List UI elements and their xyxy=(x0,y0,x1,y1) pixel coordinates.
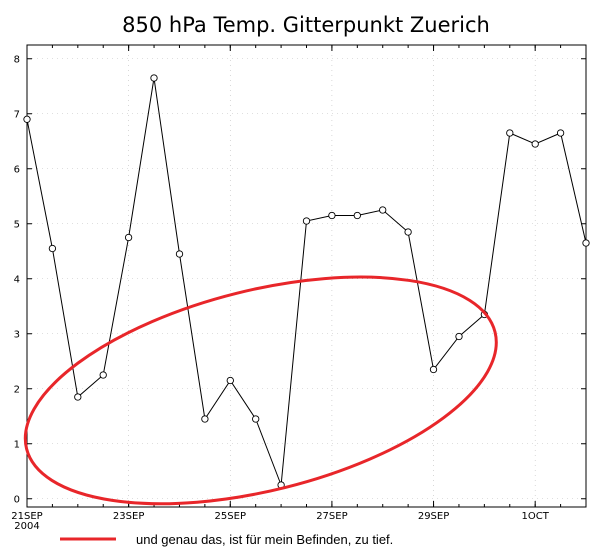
chart-title: 850 hPa Temp. Gitterpunkt Zuerich xyxy=(122,13,490,37)
data-point xyxy=(429,365,438,374)
data-point xyxy=(74,393,82,401)
x-tick-sublabel: 2004 xyxy=(14,521,39,532)
x-tick-label: 23SEP xyxy=(113,511,144,522)
data-point xyxy=(582,239,590,247)
data-point xyxy=(506,129,514,137)
data-point xyxy=(226,376,234,385)
legend: und genau das, ist für mein Befinden, zu… xyxy=(60,532,393,547)
legend-label: und genau das, ist für mein Befinden, zu… xyxy=(136,532,393,547)
y-tick-label: 2 xyxy=(14,384,20,395)
y-tick-label: 3 xyxy=(14,329,20,340)
y-tick-label: 6 xyxy=(14,164,20,175)
x-tick-label: 29SEP xyxy=(418,511,449,522)
data-point xyxy=(201,415,209,423)
grid-lines xyxy=(26,45,586,507)
data-point xyxy=(48,244,57,253)
x-tick-label: 21SEP xyxy=(11,511,42,522)
y-tick-label: 4 xyxy=(14,274,20,285)
data-point xyxy=(23,115,31,123)
data-point xyxy=(99,371,107,379)
data-point xyxy=(531,140,539,148)
plot-area-frame xyxy=(26,44,587,508)
data-point xyxy=(379,206,387,214)
x-tick-label: 1OCT xyxy=(522,511,550,522)
data-point xyxy=(353,211,361,220)
y-tick-label: 5 xyxy=(14,219,20,230)
x-tick-label: 27SEP xyxy=(316,511,347,522)
y-tick-label: 1 xyxy=(14,439,20,450)
x-tick-label: 25SEP xyxy=(215,511,246,522)
data-point xyxy=(404,228,412,236)
data-point xyxy=(455,332,463,341)
data-point xyxy=(302,217,311,225)
data-point xyxy=(252,415,260,423)
data-point xyxy=(150,74,158,82)
annotation-ellipse xyxy=(23,275,498,506)
data-point xyxy=(175,250,184,258)
y-tick-label: 0 xyxy=(14,494,20,505)
y-tick-label: 8 xyxy=(14,54,20,65)
data-point xyxy=(556,129,565,137)
y-axis-ticks: 0 1 2 3 4 5 6 7 8 xyxy=(14,54,586,505)
data-point xyxy=(124,233,133,242)
data-point xyxy=(328,211,336,220)
y-tick-label: 7 xyxy=(14,109,20,120)
